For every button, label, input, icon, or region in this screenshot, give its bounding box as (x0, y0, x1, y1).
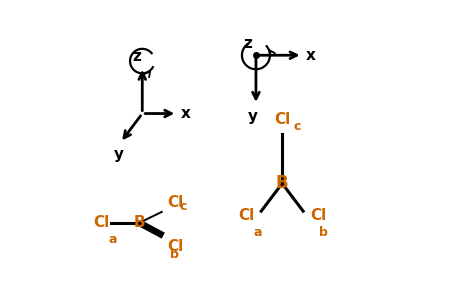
Text: b: b (319, 226, 328, 239)
Text: z: z (133, 49, 141, 64)
Text: a: a (108, 233, 117, 246)
Text: c: c (180, 200, 187, 213)
Text: Cl: Cl (274, 112, 290, 127)
Text: a: a (253, 226, 262, 239)
Text: y: y (247, 109, 257, 124)
Text: c: c (293, 120, 301, 133)
Text: Cl: Cl (168, 195, 184, 210)
Text: Cl: Cl (167, 239, 183, 254)
Text: Cl: Cl (93, 215, 109, 230)
Text: B: B (134, 215, 145, 230)
Text: B: B (276, 174, 289, 192)
Text: Cl: Cl (238, 208, 255, 223)
Text: b: b (171, 249, 179, 261)
Text: x: x (306, 48, 316, 63)
Text: z: z (244, 36, 253, 51)
Text: Cl: Cl (310, 208, 326, 223)
Text: y: y (114, 147, 124, 162)
Text: x: x (181, 106, 191, 121)
